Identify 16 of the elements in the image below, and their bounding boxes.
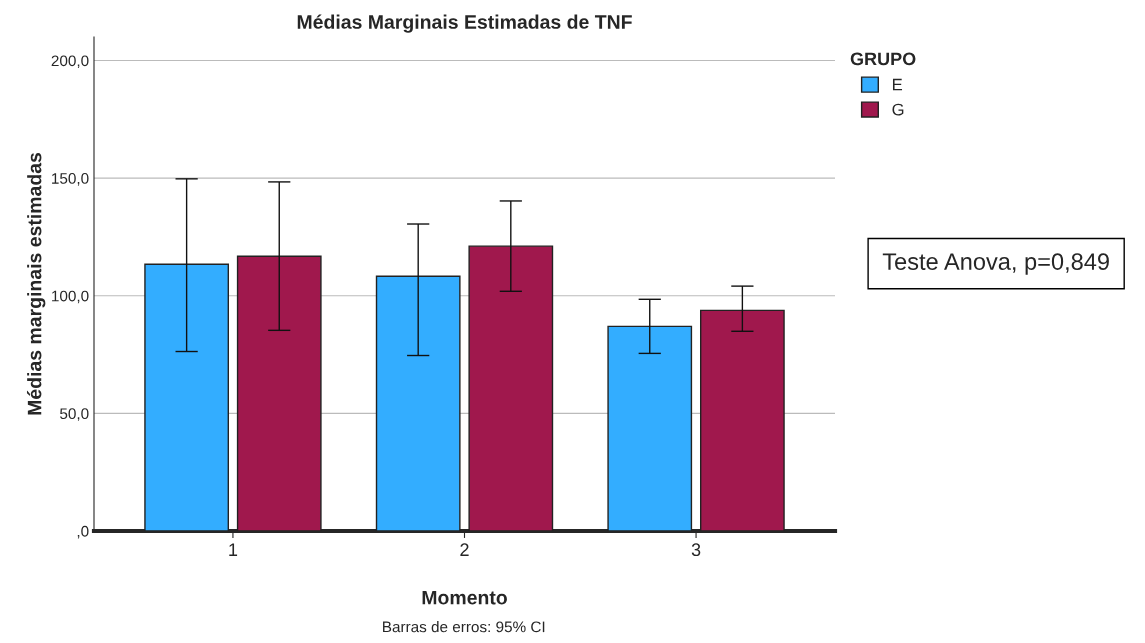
text: Barras de erros: 95% CI [383, 621, 545, 633]
y-tick-label: ,0 [77, 525, 89, 539]
text: Teste Anova, p=0,849 [882, 253, 1109, 275]
y-tick-label: 50,0 [60, 408, 89, 421]
x-tick-label: 3 [691, 543, 701, 557]
legend-label: G [892, 103, 904, 116]
y-tick-label: 150,0 [52, 173, 89, 186]
chart-title: Médias Marginais Estimadas de TNF [297, 14, 632, 33]
x-axis-title: Momento [422, 590, 507, 605]
y-tick-label: 200,0 [51, 55, 89, 69]
legend-label: E [892, 78, 903, 91]
x-tick-label: 1 [229, 543, 238, 556]
x-tick-label: 2 [460, 543, 469, 556]
legend-title: GRUPO [850, 52, 916, 66]
y-tick-label: 100,0 [52, 290, 89, 304]
y-axis-title: Médias marginais estimadas [26, 152, 46, 415]
